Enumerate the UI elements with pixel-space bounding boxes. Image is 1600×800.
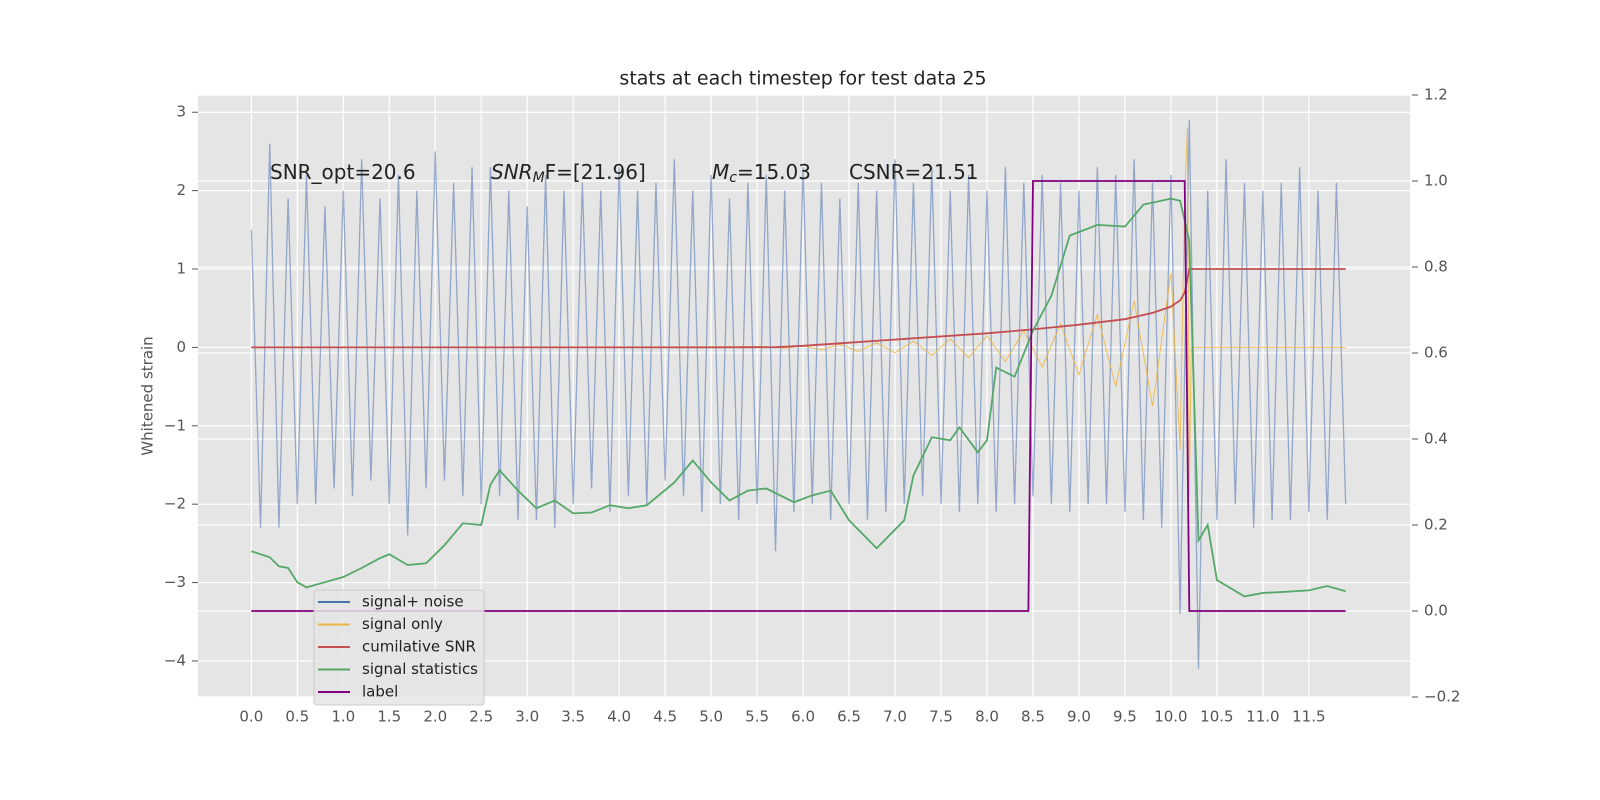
y-tick-label: 1 <box>176 260 186 278</box>
series-line <box>251 197 1346 598</box>
y-tick-label: 0 <box>176 338 186 356</box>
legend-label: signal statistics <box>362 660 478 678</box>
legend-label: cumilative SNR <box>362 638 476 656</box>
legend-label: signal only <box>362 615 443 633</box>
y-tick-label: 3 <box>176 103 186 121</box>
y-tick-label: 2 <box>176 181 186 199</box>
x-tick-label: 6.5 <box>837 708 861 726</box>
y2-tick-label: 0.2 <box>1424 516 1448 534</box>
y2-tick-label: 0.6 <box>1424 344 1448 362</box>
y2-tick-label: 1.2 <box>1424 86 1448 104</box>
y2-tick-label: −0.2 <box>1424 688 1460 706</box>
x-tick-label: 9.5 <box>1113 708 1137 726</box>
y-tick-label: −4 <box>164 651 186 669</box>
legend-label: label <box>362 683 398 701</box>
x-tick-label: 1.0 <box>331 708 355 726</box>
annotation: SNR_opt=20.6 <box>270 160 416 184</box>
x-tick-label: 9.0 <box>1067 708 1091 726</box>
y-tick-label: −3 <box>164 573 186 591</box>
y2-tick-label: 0.0 <box>1424 602 1448 620</box>
x-tick-label: 2.0 <box>423 708 447 726</box>
x-tick-label: 0.0 <box>239 708 263 726</box>
y-tick-label: −1 <box>164 416 186 434</box>
x-tick-label: 1.5 <box>377 708 401 726</box>
x-tick-label: 3.5 <box>561 708 585 726</box>
annotation-text: =15.03 <box>737 160 811 184</box>
series-line <box>250 120 1347 669</box>
annotation-text: CSNR=21.51 <box>849 160 979 184</box>
series-line <box>251 180 1346 612</box>
y-axis-label: Whitened strain <box>139 336 157 455</box>
annotation: SNRMF=[21.96] <box>491 160 646 187</box>
x-tick-label: 8.5 <box>1021 708 1045 726</box>
x-tick-label: 7.0 <box>883 708 907 726</box>
annotation: Mc=15.03 <box>712 160 811 187</box>
annotation: CSNR=21.51 <box>849 160 979 184</box>
series-line <box>251 268 1346 349</box>
annotation-italic: SNR <box>491 160 533 184</box>
y-tick-label: −2 <box>164 495 186 513</box>
annotation-text: SNR_opt=20.6 <box>270 160 416 184</box>
x-tick-label: 4.5 <box>653 708 677 726</box>
series-line <box>251 127 1346 497</box>
legend-label: signal+ noise <box>362 593 464 611</box>
x-tick-label: 5.5 <box>745 708 769 726</box>
legend-box <box>313 589 485 706</box>
x-tick-label: 0.5 <box>285 708 309 726</box>
y2-tick-label: 0.8 <box>1424 258 1448 276</box>
chart-title: stats at each timestep for test data 25 <box>619 68 986 90</box>
annotation-subscript: c <box>729 170 737 186</box>
y2-tick-label: 1.0 <box>1424 172 1448 190</box>
x-tick-label: 4.0 <box>607 708 631 726</box>
annotation-subscript: M <box>533 170 545 186</box>
x-tick-label: 8.0 <box>975 708 999 726</box>
y2-tick-label: 0.4 <box>1424 430 1448 448</box>
x-tick-label: 5.0 <box>699 708 723 726</box>
x-tick-label: 7.5 <box>929 708 953 726</box>
x-tick-label: 11.0 <box>1246 708 1279 726</box>
x-tick-label: 6.0 <box>791 708 815 726</box>
x-tick-label: 3.0 <box>515 708 539 726</box>
annotation-italic: M <box>712 160 729 184</box>
x-tick-label: 2.5 <box>469 708 493 726</box>
x-tick-label: 11.5 <box>1292 708 1325 726</box>
x-tick-label: 10.5 <box>1200 708 1233 726</box>
x-tick-label: 10.0 <box>1154 708 1187 726</box>
annotation-text: F=[21.96] <box>545 160 646 184</box>
